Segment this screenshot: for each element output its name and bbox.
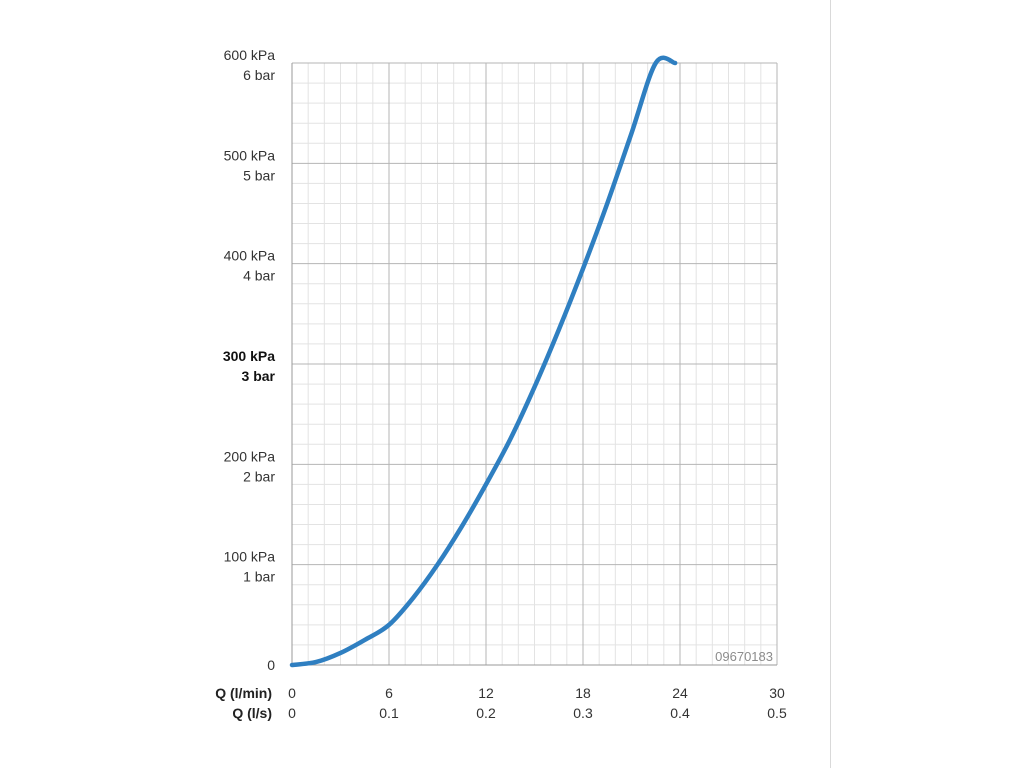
reference-code-label: 09670183 — [715, 649, 773, 664]
x-tick-label-ls: 0.4 — [670, 705, 690, 721]
y-tick-label-bar: 2 bar — [243, 468, 275, 484]
y-axis-labels: 0 100 kPa 1 bar 200 kPa 2 bar 300 kPa 3 bar 400… — [223, 47, 276, 673]
y-tick-label-kpa: 600 kPa — [224, 47, 276, 63]
y-tick-label-kpa: 0 — [267, 657, 275, 673]
x-tick-label-ls: 0.3 — [573, 705, 593, 721]
x-axis-labels: 0 0 6 0.1 12 0.2 18 0.3 24 0.4 30 0.5 — [288, 685, 787, 721]
x-tick-label-lmin: 12 — [478, 685, 494, 701]
flow-curve — [289, 55, 678, 668]
right-panel-divider — [830, 0, 831, 768]
x-tick-label-lmin: 6 — [385, 685, 393, 701]
x-tick-label-lmin: 30 — [769, 685, 785, 701]
x-tick-label-ls: 0 — [288, 705, 296, 721]
y-tick-label-kpa: 100 kPa — [224, 549, 276, 565]
x-tick-label-lmin: 18 — [575, 685, 591, 701]
y-tick-label-kpa: 500 kPa — [224, 147, 276, 163]
major-grid — [292, 62, 778, 665]
y-tick-label-bar: 6 bar — [243, 67, 275, 83]
x-tick-label-ls: 0.5 — [767, 705, 787, 721]
axes — [291, 63, 777, 666]
x-tick-label-lmin: 0 — [288, 685, 296, 701]
y-tick-label-bar: 4 bar — [243, 268, 275, 284]
y-tick-label-kpa: 300 kPa — [223, 348, 275, 364]
y-tick-label-bar: 1 bar — [243, 569, 275, 585]
x-tick-label-ls: 0.2 — [476, 705, 496, 721]
x-tick-label-lmin: 24 — [672, 685, 688, 701]
y-tick-label-kpa: 400 kPa — [224, 248, 276, 264]
flow-curve-line — [289, 55, 678, 668]
y-tick-label-kpa: 200 kPa — [224, 448, 276, 464]
y-tick-label-bar: 5 bar — [243, 167, 275, 183]
y-tick-label-bar: 3 bar — [242, 368, 276, 384]
x-axis-title-lmin: Q (l/min) — [215, 685, 272, 701]
x-tick-label-ls: 0.1 — [379, 705, 399, 721]
x-axis-title-ls: Q (l/s) — [232, 705, 272, 721]
